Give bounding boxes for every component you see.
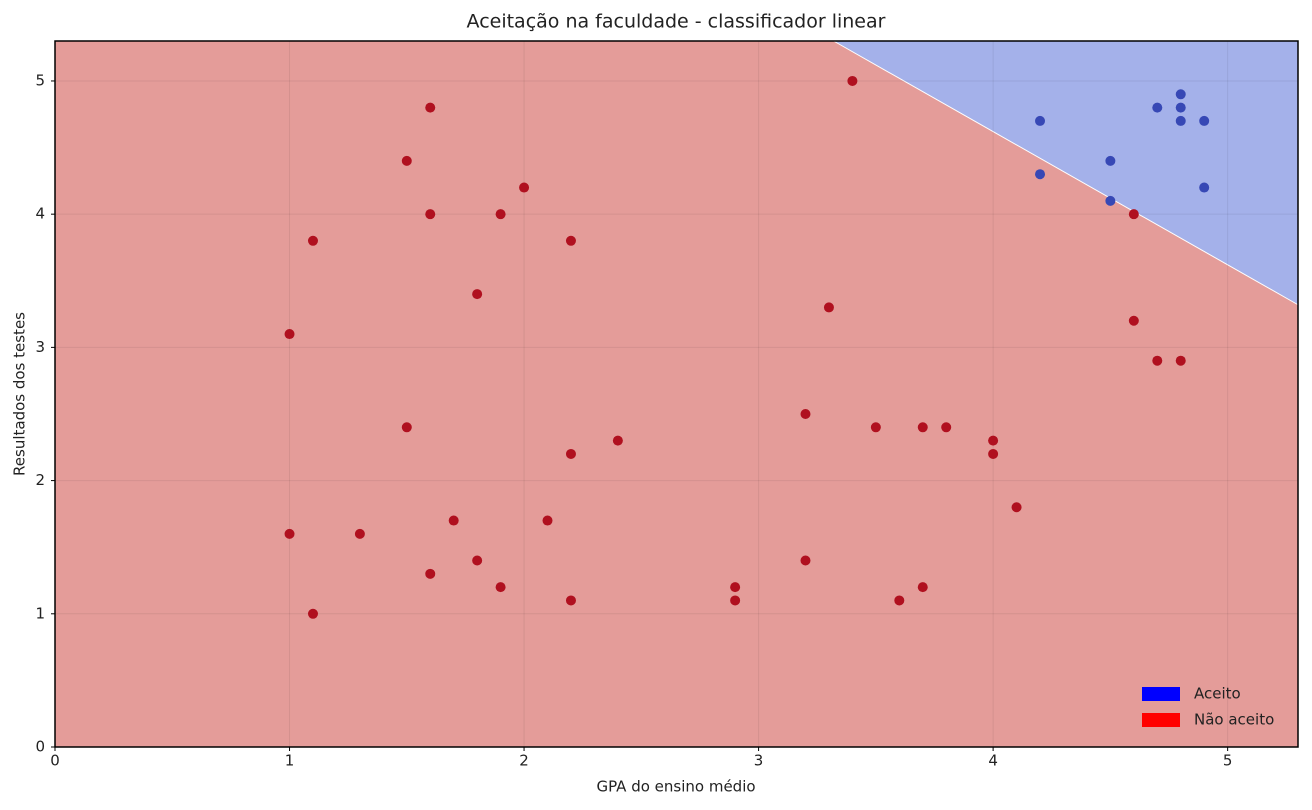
point	[401, 422, 412, 433]
point	[495, 582, 506, 593]
x-axis-label: GPA do ensino médio	[596, 778, 755, 796]
chart-title: Aceitação na faculdade - classificador l…	[467, 11, 886, 33]
point	[1152, 355, 1163, 366]
x-tick-label: 0	[50, 752, 60, 770]
point	[425, 568, 436, 579]
points	[284, 75, 1210, 619]
point	[917, 582, 928, 593]
point	[401, 155, 412, 166]
x-tick-label: 1	[285, 752, 295, 770]
point	[1175, 355, 1186, 366]
point	[448, 515, 459, 526]
point	[941, 422, 952, 433]
y-tick-label: 5	[35, 71, 45, 89]
point	[542, 515, 553, 526]
point	[1035, 115, 1046, 126]
plot-frame	[54, 40, 1299, 748]
x-tick-label: 5	[1223, 752, 1233, 770]
point	[307, 235, 318, 246]
point	[800, 555, 811, 566]
legend-swatch	[1142, 713, 1180, 727]
x-tick-label: 3	[754, 752, 764, 770]
point	[1175, 89, 1186, 100]
point	[472, 555, 483, 566]
y-tick-label: 1	[35, 604, 45, 622]
y-axis-label: Resultados dos testes	[11, 312, 29, 476]
point	[1105, 195, 1116, 206]
point	[870, 422, 881, 433]
point	[284, 329, 295, 340]
decision-boundary	[833, 40, 1299, 306]
point	[1035, 169, 1046, 180]
y-tick-label: 2	[35, 471, 45, 489]
point	[847, 75, 858, 86]
point	[1199, 115, 1210, 126]
point	[284, 528, 295, 539]
point	[1152, 102, 1163, 113]
point	[495, 209, 506, 220]
point	[800, 408, 811, 419]
point	[730, 595, 741, 606]
point	[823, 302, 834, 313]
point	[1175, 102, 1186, 113]
point	[1128, 209, 1139, 220]
y-tick-label: 3	[35, 338, 45, 356]
legend-label: Não aceito	[1194, 711, 1274, 729]
y-tick-label: 0	[35, 738, 45, 756]
x-tick-label: 2	[519, 752, 529, 770]
point	[565, 448, 576, 459]
point	[988, 435, 999, 446]
point	[1105, 155, 1116, 166]
point	[730, 582, 741, 593]
x-tick-label: 4	[988, 752, 998, 770]
point	[565, 595, 576, 606]
legend: Aceito Não aceito	[1142, 685, 1274, 729]
point	[1128, 315, 1139, 326]
point	[565, 235, 576, 246]
point	[472, 289, 483, 300]
point	[612, 435, 623, 446]
legend-label: Aceito	[1194, 685, 1241, 703]
y-tick-label: 4	[35, 205, 45, 223]
point	[1199, 182, 1210, 193]
point	[425, 209, 436, 220]
point	[519, 182, 530, 193]
regions	[55, 40, 1299, 747]
point	[307, 608, 318, 619]
point	[354, 528, 365, 539]
point	[1175, 115, 1186, 126]
point	[425, 102, 436, 113]
point	[894, 595, 905, 606]
point	[917, 422, 928, 433]
legend-swatch	[1142, 687, 1180, 701]
point	[988, 448, 999, 459]
point	[1011, 502, 1022, 513]
